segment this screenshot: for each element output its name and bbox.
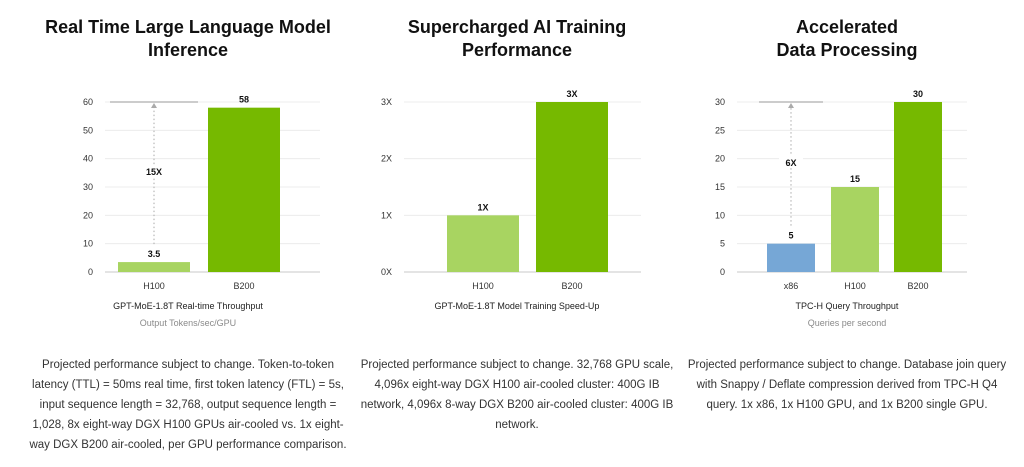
- data-label-h100: 15: [850, 174, 860, 184]
- data-label-b200: 3X: [566, 89, 577, 99]
- annotation-arrowhead: [151, 103, 157, 108]
- y-tick-label: 60: [83, 97, 93, 107]
- x-tick-label-b200: B200: [561, 281, 582, 291]
- bar-h100: [447, 215, 519, 272]
- panel-title-line-1: Accelerated: [795, 17, 899, 37]
- y-tick-label: 3X: [381, 97, 392, 107]
- panel-title-line-1: Supercharged AI Training: [407, 17, 627, 37]
- data-label-b200: 58: [239, 95, 249, 105]
- y-tick-label: 15: [715, 182, 725, 192]
- bar-chart-ai-training: 0X 1X 2X 3X 1X H100 3X B200: [381, 89, 641, 291]
- chart-subcaption: Queries per second: [807, 318, 887, 328]
- y-tick-label: 50: [83, 125, 93, 135]
- data-label-b200: 30: [913, 89, 923, 99]
- panel-ai-training: Supercharged AI Training Performance 0X 1…: [352, 0, 682, 467]
- x-tick-label-h100: H100: [143, 281, 165, 291]
- y-tick-label: 10: [715, 210, 725, 220]
- x-tick-label-x86: x86: [784, 281, 799, 291]
- panel-title-line-2: Performance: [461, 40, 573, 60]
- panel-title: Real Time Large Language Model Inference: [23, 16, 353, 62]
- annotation-label-bg: [142, 165, 166, 178]
- annotation-label-bg: [779, 155, 803, 168]
- x-tick-label-b200: B200: [233, 281, 254, 291]
- bar-b200: [208, 107, 280, 273]
- x-tick-label-b200: B200: [907, 281, 928, 291]
- data-label-x86: 5: [788, 231, 793, 241]
- panel-llm-inference: Real Time Large Language Model Inference…: [23, 0, 353, 467]
- x-tick-label-h100: H100: [472, 281, 494, 291]
- annotation-label: 15X: [146, 167, 162, 177]
- panel-title-line-2: Data Processing: [776, 40, 918, 60]
- y-tick-label: 2X: [381, 154, 392, 164]
- bar-b200: [894, 102, 942, 272]
- chart-caption: GPT-MoE-1.8T Model Training Speed-Up: [434, 301, 600, 311]
- y-tick-label: 0: [720, 267, 725, 277]
- bar-h100: [831, 187, 879, 272]
- bar-chart-data-processing: 0 5 10 15 20 25 30 5 x86 15 H100 30 B200 6X: [715, 89, 967, 291]
- y-tick-label: 0X: [381, 267, 392, 277]
- chart-subcaption: Output Tokens/sec/GPU: [139, 318, 237, 328]
- data-label-h100: 1X: [477, 202, 488, 212]
- panel-title-line-1: Real Time Large Language Model: [45, 17, 331, 37]
- bar-chart-llm-inference: 0 10 20 30 40 50 60 3.5 H100 58 B200 15X: [83, 95, 320, 291]
- chart-caption: GPT-MoE-1.8T Real-time Throughput: [113, 301, 263, 311]
- panel-data-processing: Accelerated Data Processing 0 5 10 15 20 25 30…: [682, 0, 1012, 467]
- y-tick-label: 20: [715, 154, 725, 164]
- x-tick-label-h100: H100: [844, 281, 866, 291]
- annotation-label: 6X: [785, 158, 796, 168]
- panel-title: Supercharged AI Training Performance: [352, 16, 682, 62]
- footnote: Projected performance subject to change.…: [360, 359, 674, 431]
- bar-h100: [118, 262, 190, 272]
- footnote: Projected performance subject to change.…: [687, 359, 1007, 411]
- y-tick-label: 30: [83, 182, 93, 192]
- y-tick-label: 10: [83, 239, 93, 249]
- footnote: Projected performance subject to change.…: [29, 359, 347, 451]
- y-tick-label: 0: [88, 267, 93, 277]
- y-tick-label: 5: [720, 239, 725, 249]
- bar-x86: [767, 243, 815, 272]
- y-tick-label: 30: [715, 97, 725, 107]
- annotation-arrowhead: [788, 103, 794, 108]
- panel-title-line-2: Inference: [147, 40, 229, 60]
- y-tick-label: 40: [83, 154, 93, 164]
- y-tick-label: 20: [83, 210, 93, 220]
- y-tick-label: 25: [715, 125, 725, 135]
- panel-title: Accelerated Data Processing: [682, 16, 1012, 62]
- bar-b200: [536, 102, 608, 272]
- y-tick-label: 1X: [381, 210, 392, 220]
- chart-caption: TPC-H Query Throughput: [795, 301, 899, 311]
- data-label-h100: 3.5: [148, 249, 161, 259]
